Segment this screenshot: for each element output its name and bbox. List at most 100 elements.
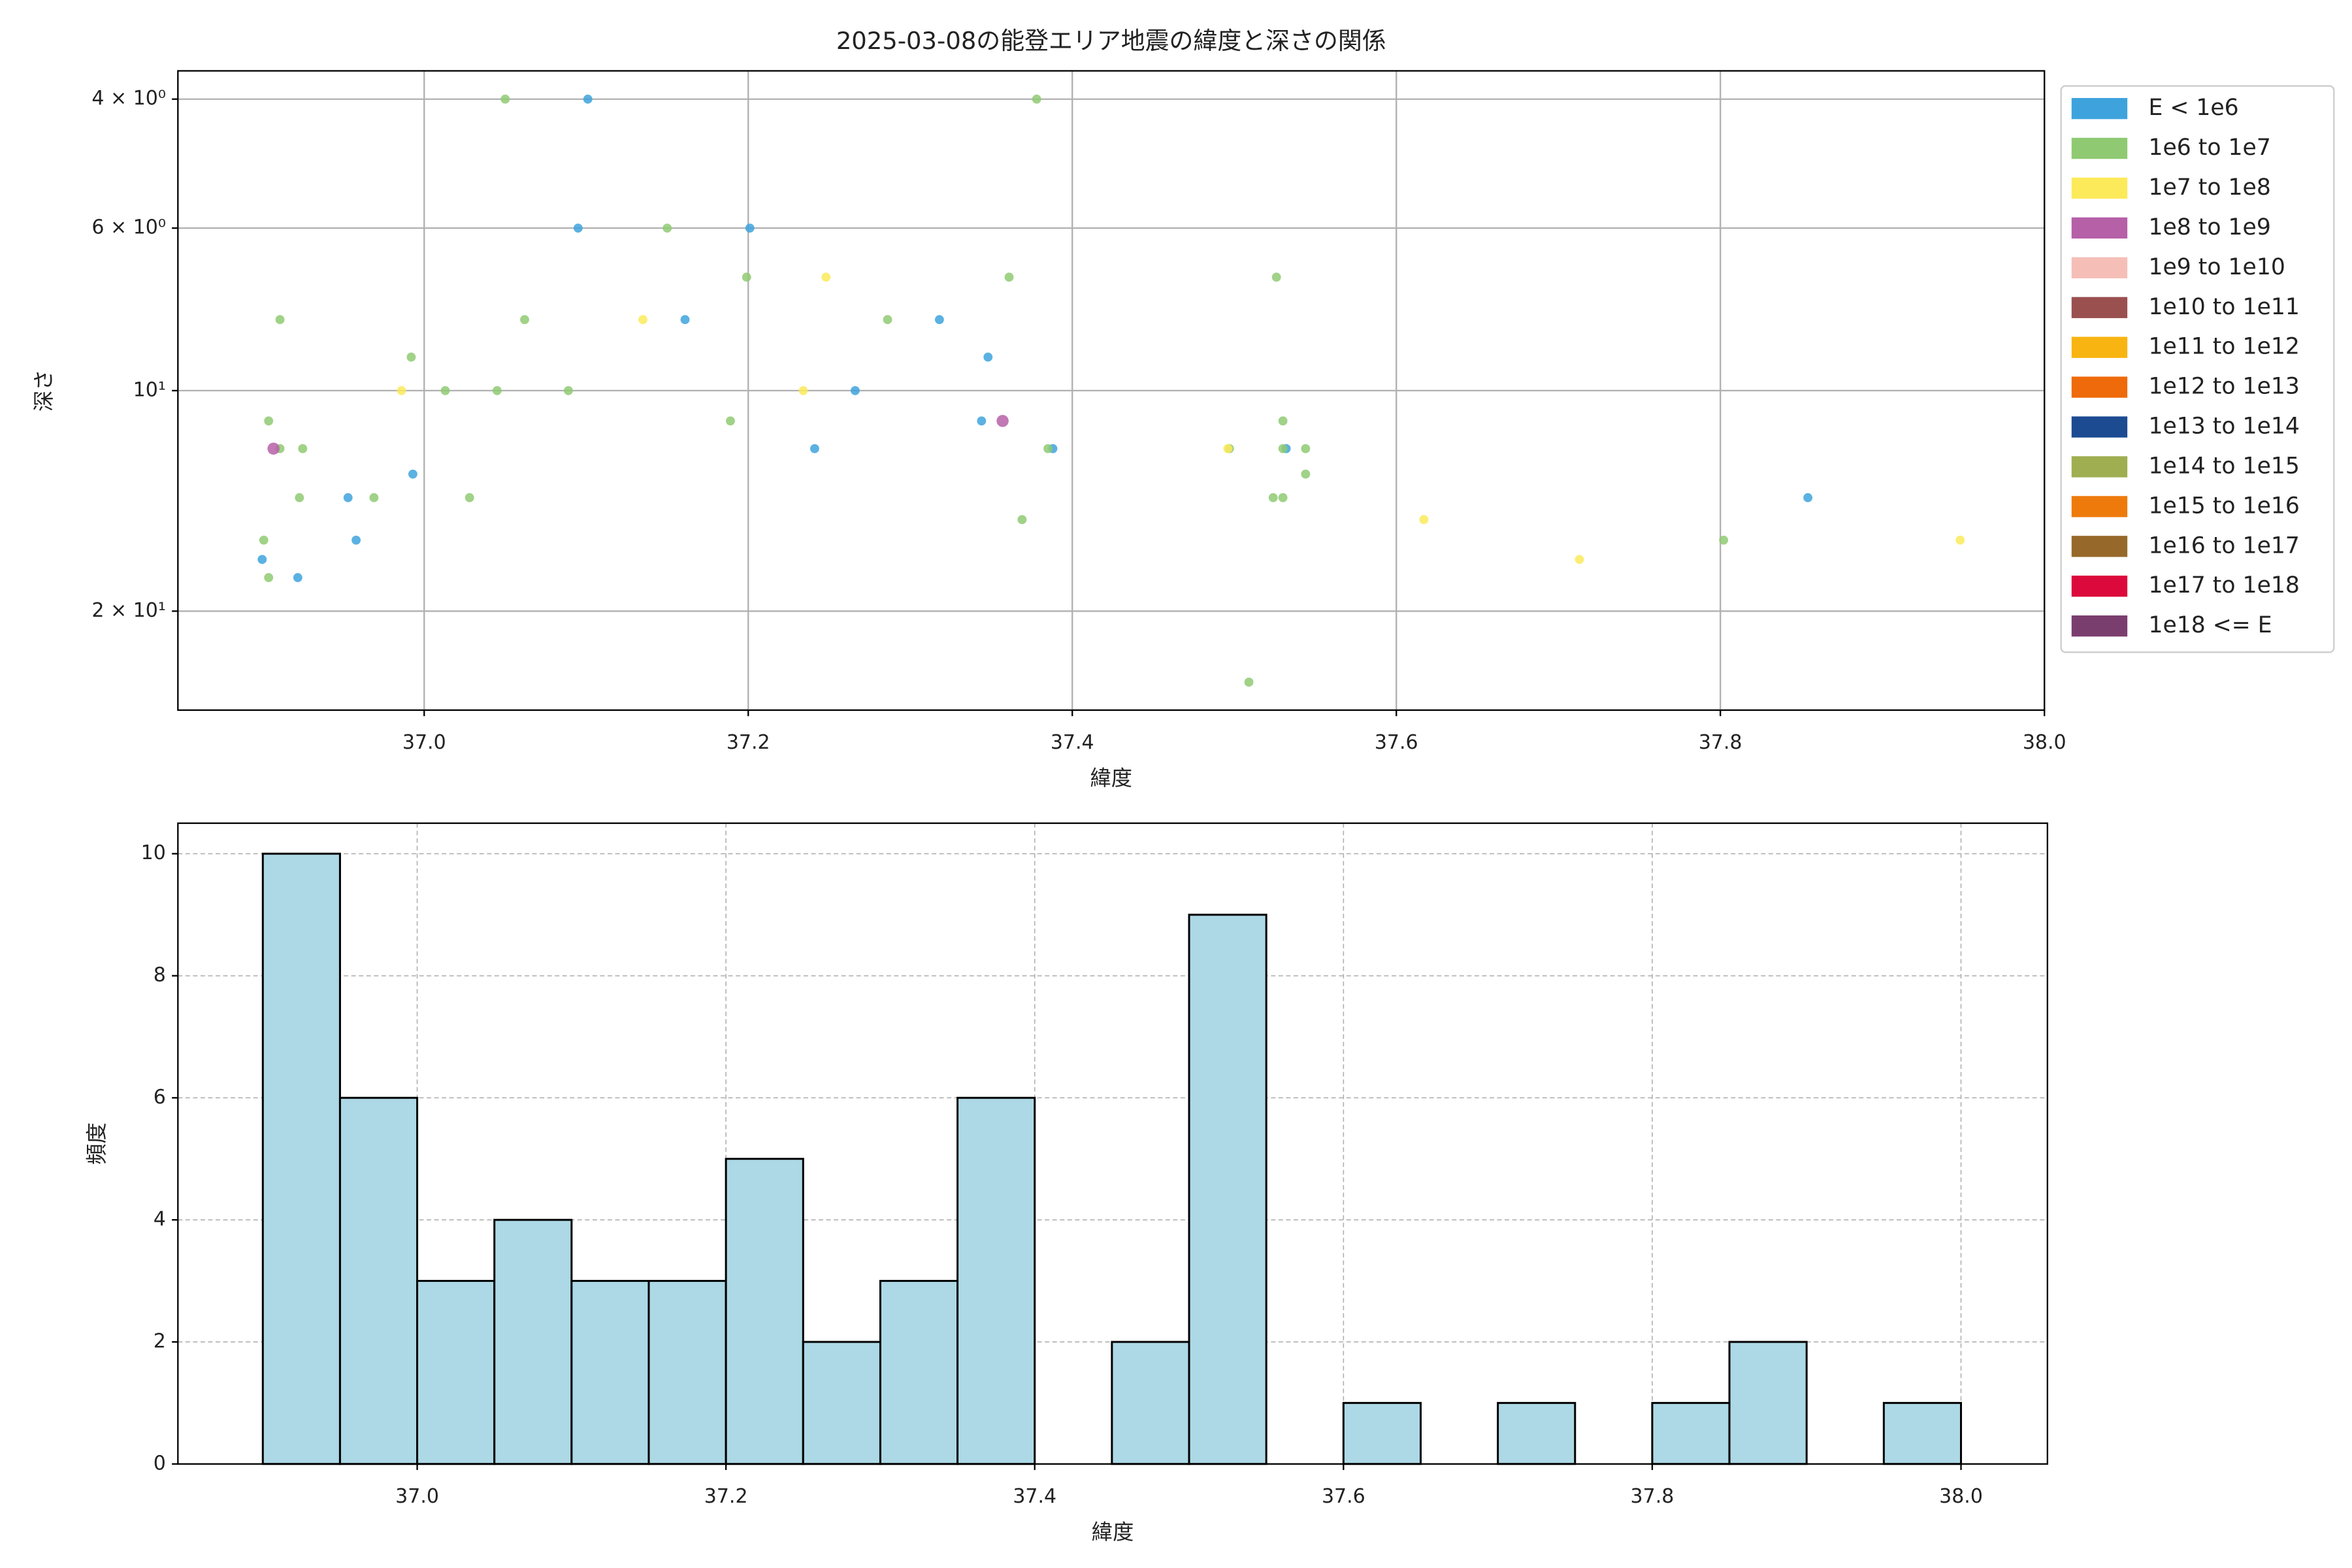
- y-tick-label: 0: [154, 1452, 166, 1475]
- legend-swatch: [2071, 297, 2128, 318]
- scatter-point: [1017, 515, 1027, 525]
- histogram-bar: [1651, 1401, 1731, 1465]
- histogram-bar: [725, 1158, 804, 1465]
- scatter-point: [996, 415, 1009, 427]
- scatter-point: [1043, 444, 1053, 453]
- scatter-point: [583, 94, 593, 104]
- legend-swatch: [2071, 137, 2128, 159]
- x-tick-label: 37.0: [395, 1485, 439, 1508]
- scatter-point: [259, 535, 269, 545]
- scatter-point: [1301, 444, 1311, 453]
- scatter-point: [1803, 493, 1813, 502]
- y-tick-label: 10¹: [133, 378, 166, 401]
- scatter-point: [264, 573, 274, 583]
- histogram-bar: [879, 1280, 959, 1465]
- scatter-point: [264, 416, 274, 426]
- legend-swatch: [2071, 576, 2128, 597]
- scatter-point: [406, 352, 416, 362]
- legend-label: 1e9 to 1e10: [2148, 254, 2285, 280]
- legend-swatch: [2071, 376, 2128, 398]
- scatter-point: [298, 444, 308, 453]
- histogram-bar: [1111, 1341, 1190, 1465]
- histogram-bar: [570, 1280, 650, 1465]
- scatter-point: [465, 493, 474, 502]
- y-tick-label: 4 × 10⁰: [91, 87, 166, 110]
- legend-label: 1e14 to 1e15: [2148, 453, 2299, 479]
- scatter-point: [680, 315, 690, 325]
- plot-frame: [177, 822, 2048, 1465]
- scatter-point: [1419, 515, 1429, 525]
- scatter-point: [520, 315, 529, 325]
- legend-swatch: [2071, 536, 2128, 557]
- histogram-bar: [956, 1096, 1036, 1465]
- legend-label: 1e10 to 1e11: [2148, 294, 2299, 320]
- scatter-point: [1301, 469, 1311, 479]
- x-tick-label: 37.2: [704, 1485, 748, 1508]
- scatter-point: [1004, 272, 1014, 282]
- scatter-point: [821, 272, 831, 282]
- scatter-point: [275, 315, 285, 325]
- scatter-point: [1244, 678, 1254, 687]
- legend-label: 1e7 to 1e8: [2148, 174, 2270, 201]
- scatter-point: [267, 442, 280, 455]
- legend-label: 1e16 to 1e17: [2148, 532, 2299, 559]
- legend-swatch: [2071, 336, 2128, 358]
- scatter-point: [1032, 94, 1041, 104]
- histogram-bar: [1728, 1341, 1808, 1465]
- scatter-point: [745, 223, 755, 233]
- legend-label: E < 1e6: [2148, 95, 2238, 121]
- scatter-point: [397, 385, 406, 395]
- legend-label: 1e17 to 1e18: [2148, 572, 2299, 598]
- histogram-bar: [493, 1218, 573, 1465]
- scatter-point: [1719, 535, 1729, 545]
- scatter-point: [851, 385, 860, 395]
- scatter-point: [726, 416, 735, 426]
- legend-swatch: [2071, 177, 2128, 199]
- x-tick-label: 37.2: [727, 731, 770, 754]
- legend-label: 1e11 to 1e12: [2148, 334, 2299, 360]
- scatter-point: [369, 493, 379, 502]
- plot-frame: [177, 70, 2046, 711]
- y-tick-label: 8: [154, 964, 166, 987]
- legend-swatch: [2071, 615, 2128, 637]
- scatter-point: [1268, 493, 1278, 502]
- legend-swatch: [2071, 217, 2128, 239]
- y-tick-label: 2 × 10¹: [91, 599, 166, 622]
- y-axis-label: 深さ: [31, 369, 56, 412]
- scatter-point: [742, 272, 751, 282]
- x-tick-label: 37.6: [1322, 1485, 1365, 1508]
- scatter-point: [1955, 535, 1965, 545]
- legend-swatch: [2071, 456, 2128, 478]
- scatter-point: [1271, 272, 1281, 282]
- legend-label: 1e18 <= E: [2148, 612, 2272, 638]
- scatter-point: [500, 94, 510, 104]
- y-tick-label: 6 × 10⁰: [91, 216, 166, 239]
- scatter-point: [810, 444, 819, 453]
- legend-label: 1e13 to 1e14: [2148, 414, 2299, 440]
- histogram-bar: [1188, 913, 1267, 1465]
- x-tick-label: 38.0: [2023, 731, 2066, 754]
- x-tick-label: 38.0: [1939, 1485, 1983, 1508]
- scatter-point: [1278, 444, 1288, 453]
- scatter-point: [293, 573, 302, 583]
- legend-swatch: [2071, 257, 2128, 278]
- x-axis-label: 緯度: [1090, 766, 1132, 791]
- histogram-bar: [1497, 1401, 1576, 1465]
- legend-box: [2060, 85, 2335, 653]
- x-tick-label: 37.4: [1051, 731, 1094, 754]
- scatter-point: [295, 493, 304, 502]
- histogram-bar: [647, 1280, 727, 1465]
- y-tick-label: 6: [154, 1086, 166, 1109]
- legend-label: 1e8 to 1e9: [2148, 214, 2270, 240]
- y-tick-label: 4: [154, 1208, 166, 1231]
- histogram-bar: [1882, 1401, 1963, 1465]
- legend-label: 1e15 to 1e16: [2148, 493, 2299, 519]
- legend-swatch: [2071, 416, 2128, 438]
- scatter-point: [662, 223, 672, 233]
- scatter-point: [564, 385, 573, 395]
- scatter-point: [1278, 416, 1288, 426]
- scatter-point: [798, 385, 808, 395]
- scatter-point: [1575, 555, 1584, 564]
